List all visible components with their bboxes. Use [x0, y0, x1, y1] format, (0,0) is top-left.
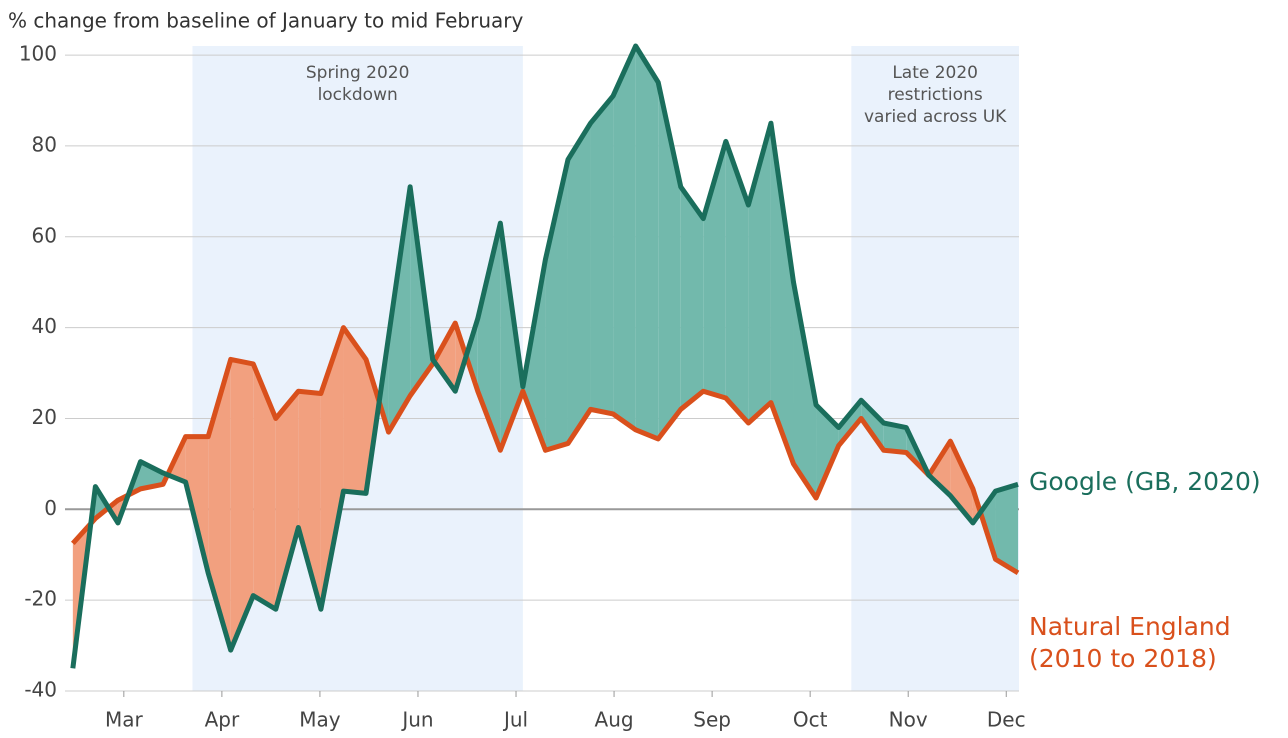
y-tick-label: -40: [24, 678, 57, 702]
x-tick-label: Aug: [595, 708, 634, 732]
y-tick-label: 80: [32, 132, 57, 156]
y-tick-label: 40: [32, 314, 57, 338]
legend-label: Google (GB, 2020): [1029, 467, 1261, 497]
series-line: [70, 320, 1020, 576]
difference-area: [185, 436, 209, 573]
region-annotation: Spring 2020 lockdown: [305, 63, 410, 105]
difference-area: [275, 391, 299, 610]
difference-area: [613, 46, 636, 430]
difference-area: [208, 359, 231, 651]
x-tick-label: Sep: [693, 708, 731, 732]
difference-area: [928, 441, 951, 496]
difference-area: [816, 404, 839, 498]
difference-area: [320, 327, 344, 610]
x-tick-label: May: [299, 708, 341, 732]
difference-area: [343, 327, 367, 494]
y-tick-label: 60: [32, 223, 57, 247]
difference-area: [434, 323, 456, 392]
legend-label: Natural England (2010 to 2018): [1029, 611, 1231, 673]
difference-area: [477, 223, 501, 451]
x-tick-label: Jul: [502, 708, 528, 732]
difference-area: [545, 159, 568, 451]
x-tick-label: Dec: [987, 708, 1026, 732]
difference-area: [793, 282, 817, 498]
x-tick-label: Jun: [400, 708, 433, 732]
difference-area: [861, 400, 884, 451]
difference-area: [748, 123, 771, 424]
x-tick-label: Mar: [105, 708, 144, 732]
difference-area: [680, 186, 704, 410]
difference-area: [466, 318, 478, 392]
difference-area: [838, 400, 862, 446]
difference-area: [230, 359, 254, 651]
y-tick-label: -20: [24, 587, 57, 611]
difference-area: [590, 95, 614, 414]
difference-area: [388, 186, 411, 433]
series-line: [70, 43, 1019, 669]
difference-area: [770, 123, 794, 464]
difference-area: [883, 423, 907, 453]
difference-area: [140, 461, 164, 489]
difference-area: [995, 484, 1019, 573]
y-tick-label: 20: [32, 405, 57, 429]
x-tick-label: Oct: [793, 708, 828, 732]
difference-area: [725, 141, 749, 424]
shaded-region: [851, 46, 1019, 691]
x-tick-label: Nov: [889, 708, 928, 732]
difference-area: [567, 123, 591, 444]
difference-area: [253, 363, 276, 610]
y-tick-label: 100: [19, 42, 57, 66]
region-annotation: Late 2020 restrictions varied across UK: [863, 63, 1007, 127]
difference-area: [298, 391, 321, 610]
x-tick-label: Apr: [205, 708, 240, 732]
difference-area: [635, 46, 659, 439]
y-tick-label: 0: [44, 496, 57, 520]
y-axis-label: % change from baseline of January to mid…: [8, 9, 523, 33]
